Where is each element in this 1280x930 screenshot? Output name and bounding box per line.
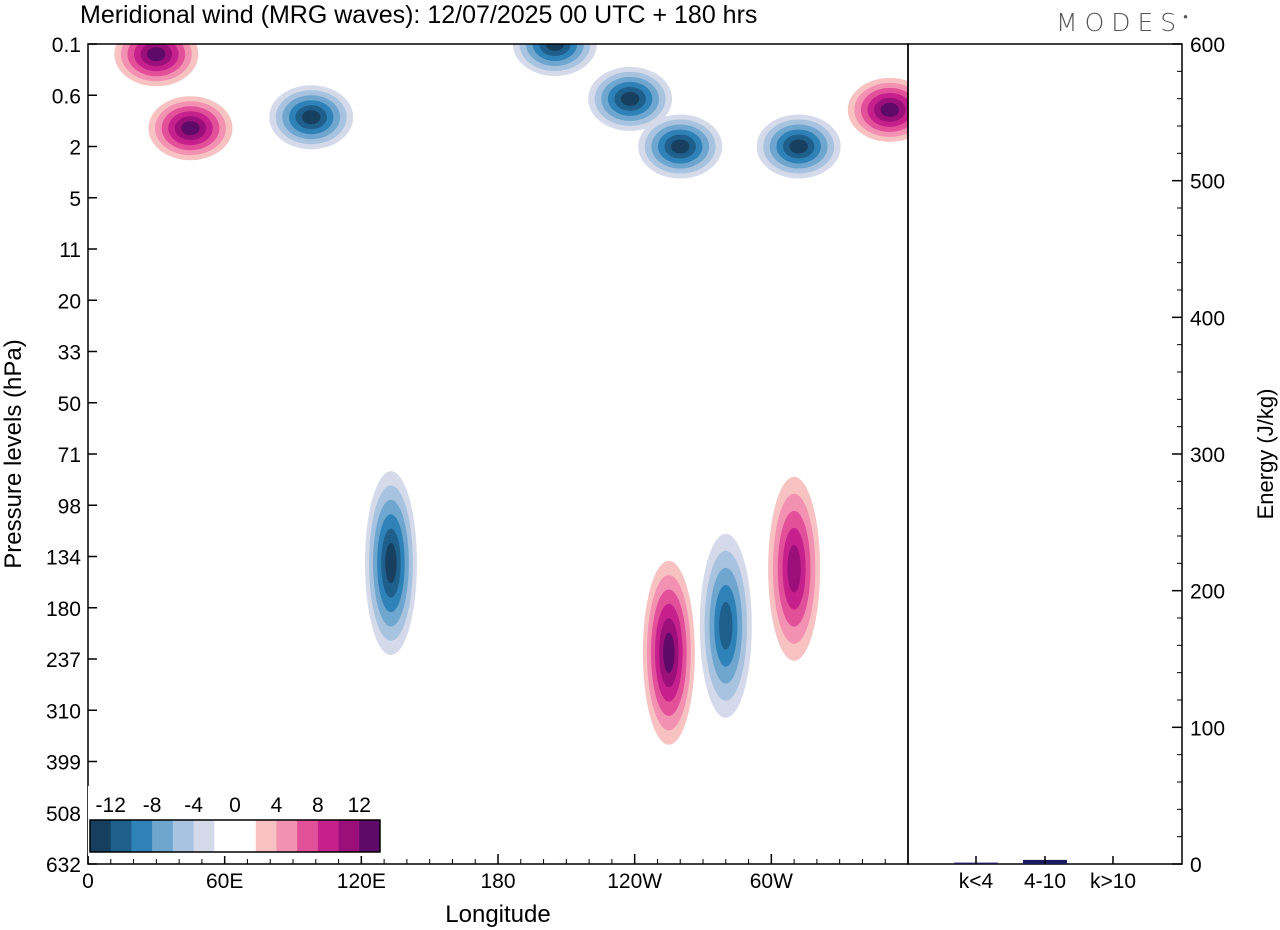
colorbar: -12 -8 -4 0 4 8 12: [88, 786, 382, 856]
colorbar-cell: [90, 820, 112, 852]
energy-tick-label: 300: [1190, 444, 1225, 467]
chart-title: Meridional wind (MRG waves): 12/07/2025 …: [80, 1, 757, 29]
energy-tick-label: 400: [1190, 307, 1225, 330]
colorbar-cell: [110, 820, 132, 852]
x-tick-label: 60E: [206, 870, 243, 893]
x-axis-label: Longitude: [445, 901, 550, 928]
x-tick-label: 180: [480, 870, 515, 893]
contour-band: [663, 632, 675, 673]
contour-band: [719, 601, 733, 650]
energy-axis-label: Energy (J/kg): [1253, 389, 1278, 520]
y-tick-label: 310: [46, 700, 81, 723]
contour-band: [545, 44, 565, 51]
y-tick-label: 508: [46, 803, 81, 826]
x-tick-label: 120E: [337, 870, 386, 893]
energy-bars: k<4 4-10 k>10: [954, 856, 1136, 893]
longitude-axis: 0 60E 120E 180 120W 60W: [82, 854, 886, 893]
contour-feature: [148, 96, 233, 161]
y-axis-label: Pressure levels (hPa): [0, 339, 27, 568]
pressure-axis: 0.1 0.6 2 5 11 20 33 50 71 98 134 180 237 310 399 508 63…: [46, 34, 97, 877]
contour-band: [789, 139, 808, 154]
contour-feature: [699, 533, 752, 718]
contour-band: [302, 110, 321, 125]
contour-feature: [269, 85, 354, 150]
modes-logo: MODES●: [1056, 8, 1189, 37]
energy-tick-label: 0: [1190, 854, 1202, 877]
colorbar-cell: [152, 820, 174, 852]
colorbar-label: -8: [143, 794, 162, 817]
contour-feature: [756, 114, 841, 179]
colorbar-cell: [297, 820, 319, 852]
colorbar-cell: [193, 820, 215, 852]
y-tick-label: 0.1: [52, 34, 81, 57]
y-tick-label: 11: [59, 239, 81, 262]
colorbar-cell: [131, 820, 153, 852]
energy-tick-label: 100: [1190, 717, 1225, 740]
contour-feature: [768, 476, 821, 661]
energy-frame: [907, 43, 1183, 865]
y-tick-label: 180: [46, 598, 81, 621]
contour-band: [181, 121, 200, 136]
contour-field: [88, 44, 908, 864]
colorbar-label: -12: [96, 794, 126, 817]
contour-band: [880, 102, 899, 117]
contour-feature: [847, 77, 908, 142]
contour-band: [787, 544, 801, 593]
contour-feature: [642, 560, 695, 745]
y-tick-label: 134: [46, 547, 81, 570]
x-tick-label: 0: [82, 870, 94, 893]
energy-category-label: 4-10: [1024, 870, 1066, 893]
colorbar-frame: [89, 819, 381, 853]
colorbar-cell: [214, 820, 236, 852]
energy-axis: 0 100 200 300 400 500 600: [1172, 34, 1225, 877]
y-tick-label: 98: [58, 495, 81, 518]
contour-band: [385, 543, 397, 584]
energy-tick-label: 200: [1190, 581, 1225, 604]
y-tick-label: 237: [46, 649, 81, 672]
colorbar-cell: [276, 820, 298, 852]
y-tick-label: 2: [69, 137, 81, 160]
contour-feature: [114, 44, 199, 87]
contour-feature: [638, 114, 723, 179]
contour-band: [620, 91, 640, 106]
y-tick-label: 33: [58, 342, 81, 365]
energy-category-label: k<4: [959, 870, 994, 893]
contour-feature: [588, 66, 673, 131]
colorbar-cell: [172, 820, 195, 852]
energy-tick-label: 500: [1190, 171, 1225, 194]
energy-category-label: k>10: [1090, 870, 1136, 893]
x-tick-label: 120W: [607, 870, 662, 893]
colorbar-label: -4: [184, 794, 203, 817]
colorbar-cell: [317, 820, 340, 852]
y-tick-label: 399: [46, 752, 81, 775]
colorbar-cell: [235, 820, 257, 852]
colorbar-label: 12: [348, 794, 371, 817]
colorbar-cell: [338, 820, 360, 852]
colorbar-label: 0: [229, 794, 241, 817]
colorbar-cell: [255, 820, 277, 852]
y-tick-label: 71: [58, 444, 81, 467]
y-tick-label: 5: [69, 188, 81, 211]
y-tick-label: 0.6: [52, 85, 81, 108]
y-tick-label: 632: [46, 854, 81, 877]
colorbar-label: 8: [312, 794, 324, 817]
energy-tick-label: 600: [1190, 34, 1225, 57]
x-tick-label: 60W: [750, 870, 793, 893]
contour-feature: [512, 44, 597, 76]
y-tick-label: 20: [58, 290, 81, 313]
y-tick-label: 50: [58, 393, 81, 416]
colorbar-cell: [359, 820, 381, 852]
contour-feature: [364, 471, 417, 656]
colorbar-label: 4: [271, 794, 283, 817]
contour-band: [671, 139, 690, 154]
contour-band: [147, 47, 166, 62]
